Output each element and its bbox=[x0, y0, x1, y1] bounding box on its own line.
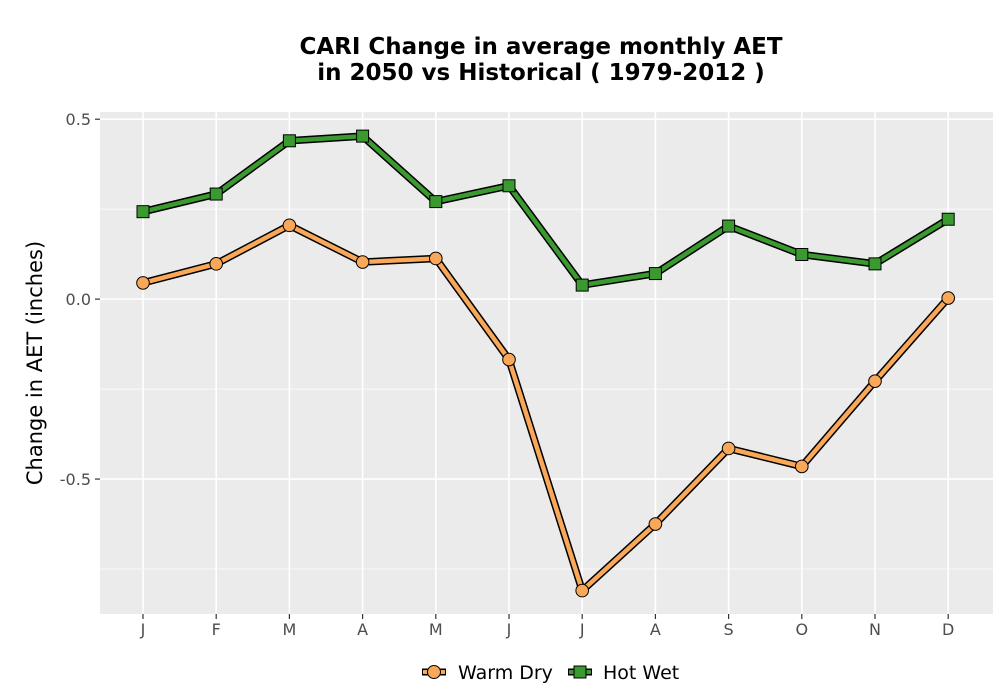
data-point-hot-wet bbox=[209, 187, 223, 201]
x-tick-label: A bbox=[650, 620, 661, 639]
series-layer bbox=[136, 129, 956, 598]
data-point-hot-wet bbox=[282, 134, 296, 148]
x-tick-label: N bbox=[869, 620, 881, 639]
data-point-warm-dry bbox=[941, 291, 956, 305]
data-point-hot-wet bbox=[795, 248, 809, 262]
x-tick-label: O bbox=[796, 620, 809, 639]
data-point-warm-dry bbox=[355, 255, 370, 269]
legend-key-hot-wet-marker bbox=[573, 665, 587, 679]
legend-item-warm-dry: Warm Dry bbox=[422, 662, 553, 684]
data-point-hot-wet bbox=[941, 212, 955, 226]
chart-title-line1: CARI Change in average monthly AET bbox=[299, 34, 782, 60]
data-point-warm-dry bbox=[721, 441, 736, 456]
data-point-warm-dry bbox=[648, 517, 663, 531]
series-line-hot-wet bbox=[140, 133, 951, 288]
data-point-hot-wet bbox=[356, 129, 370, 143]
x-tick-label: J bbox=[506, 620, 512, 639]
plot-panel bbox=[100, 112, 993, 614]
x-tick-label: J bbox=[579, 620, 585, 639]
y-axis-title: Change in AET (inches) bbox=[23, 241, 47, 485]
data-point-warm-dry bbox=[795, 459, 809, 474]
legend-label-warm-dry: Warm Dry bbox=[458, 662, 553, 684]
x-tick-label: J bbox=[140, 620, 146, 639]
y-axis: 0.5 0.0 -0.5 bbox=[60, 110, 100, 489]
data-point-warm-dry bbox=[868, 374, 882, 388]
x-tick-label: M bbox=[429, 620, 443, 639]
y-tick-label: 0.0 bbox=[66, 290, 91, 309]
x-tick-label: M bbox=[282, 620, 296, 639]
data-point-warm-dry bbox=[429, 251, 443, 266]
data-point-hot-wet bbox=[575, 278, 589, 292]
data-point-hot-wet bbox=[502, 179, 516, 193]
data-point-warm-dry bbox=[209, 257, 223, 271]
data-point-hot-wet bbox=[722, 219, 736, 233]
data-point-hot-wet bbox=[868, 257, 882, 271]
data-point-hot-wet bbox=[648, 267, 662, 281]
legend-key-warm-dry-marker bbox=[427, 665, 441, 679]
y-tick-label: -0.5 bbox=[60, 470, 91, 489]
x-tick-label: D bbox=[942, 620, 954, 639]
chart-title-line2: in 2050 vs Historical ( 1979-2012 ) bbox=[317, 60, 764, 86]
series-line-warm-dry bbox=[140, 223, 951, 593]
data-point-warm-dry bbox=[136, 276, 150, 290]
x-tick-label: A bbox=[357, 620, 368, 639]
data-point-hot-wet bbox=[429, 195, 443, 209]
legend-label-hot-wet: Hot Wet bbox=[603, 662, 679, 684]
data-point-warm-dry bbox=[575, 583, 590, 598]
x-tick-label: F bbox=[212, 620, 221, 639]
y-tick-label: 0.5 bbox=[66, 110, 91, 129]
data-point-hot-wet bbox=[136, 205, 150, 219]
legend-item-hot-wet: Hot Wet bbox=[568, 662, 679, 684]
data-point-warm-dry bbox=[282, 218, 297, 233]
x-tick-label: S bbox=[724, 620, 734, 639]
legend: Warm Dry Hot Wet bbox=[422, 662, 679, 684]
data-point-warm-dry bbox=[502, 352, 516, 367]
